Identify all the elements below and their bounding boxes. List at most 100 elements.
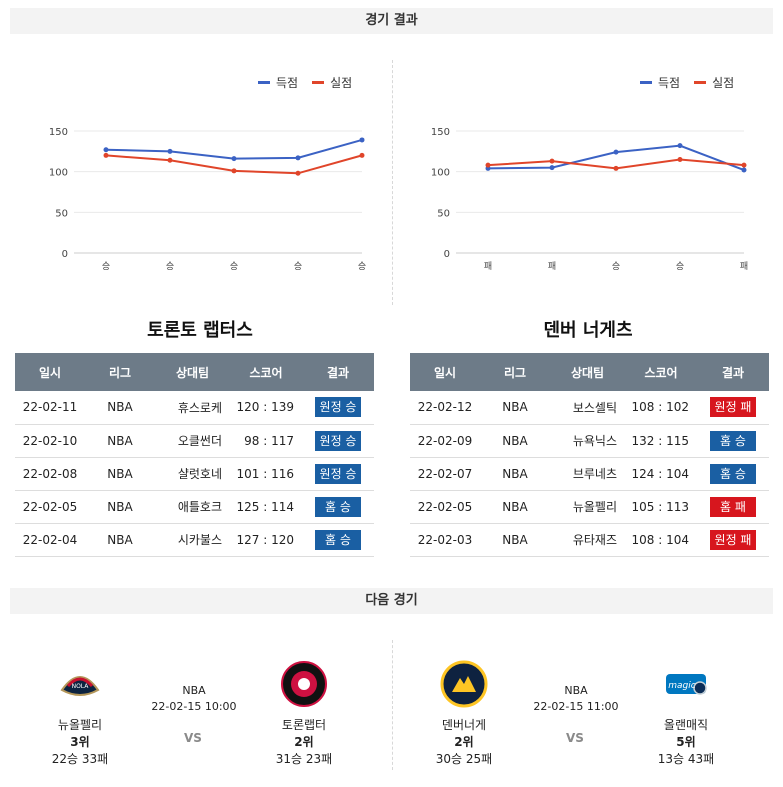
table-header-row: 일시 리그 상대팀 스코어 결과 xyxy=(15,353,374,391)
cell-league: NBA xyxy=(85,457,155,491)
cell-result: 홈 승 xyxy=(697,457,769,491)
cell-score: 105 : 113 xyxy=(625,490,697,524)
cell-date: 22-02-05 xyxy=(410,490,480,524)
x-tick-label: 승 xyxy=(294,261,302,272)
team-name: 토론랩터 xyxy=(281,718,327,732)
cell-result: 홈 패 xyxy=(697,490,769,524)
x-tick-label: 승 xyxy=(358,261,366,272)
team-name: 뉴올펠리 xyxy=(57,718,103,732)
result-badge: 홈 승 xyxy=(710,430,756,451)
svg-text:magic: magic xyxy=(668,681,695,691)
legend-item-scored: 득점 xyxy=(258,74,298,91)
cell-league: NBA xyxy=(480,424,550,458)
col-header-score: 스코어 xyxy=(230,353,302,391)
cell-opponent: 뉴욕닉스 xyxy=(550,424,625,458)
cell-result: 원정 패 xyxy=(697,391,769,425)
legend-swatch-conceded xyxy=(694,81,707,84)
cell-result: 홈 승 xyxy=(302,523,374,557)
cell-date: 22-02-12 xyxy=(410,391,480,425)
data-point[interactable] xyxy=(485,162,491,168)
table-row: 22-02-11 NBA 휴스로케 120 : 139 원정 승 xyxy=(15,391,374,425)
cell-date: 22-02-03 xyxy=(410,523,480,557)
col-header-league: 리그 xyxy=(480,353,550,391)
data-point[interactable] xyxy=(677,156,683,162)
legend-label-scored: 득점 xyxy=(276,76,299,90)
cell-date: 22-02-08 xyxy=(15,457,85,491)
cell-date: 22-02-04 xyxy=(15,523,85,557)
next-game-2-info: NBA 22-02-15 11:00 xyxy=(530,683,622,715)
result-badge: 홈 승 xyxy=(315,529,361,550)
x-tick-label: 패 xyxy=(548,261,556,272)
x-tick-label: 패 xyxy=(484,261,492,272)
team-title-toronto: 토론토 랩터스 xyxy=(147,320,253,341)
raptors-logo-icon xyxy=(280,660,328,708)
data-point[interactable] xyxy=(167,148,173,154)
cell-opponent: 보스셀틱 xyxy=(550,391,625,425)
cell-score: 127 : 120 xyxy=(230,523,302,557)
result-badge: 원정 패 xyxy=(710,397,756,418)
results-table-denver: 일시 리그 상대팀 스코어 결과 22-02-12 NBA 보스셀틱 108 : 10… xyxy=(410,353,769,557)
cell-score: 108 : 102 xyxy=(625,391,697,425)
x-tick-label: 승 xyxy=(612,261,620,272)
game-datetime: 22-02-15 10:00 xyxy=(151,700,237,713)
data-point[interactable] xyxy=(613,149,619,155)
legend-label-scored: 득점 xyxy=(658,76,681,90)
data-point[interactable] xyxy=(741,167,747,173)
data-point[interactable] xyxy=(549,158,555,164)
team-rank: 2위 xyxy=(454,735,474,749)
data-point[interactable] xyxy=(231,168,237,174)
cell-score: 124 : 104 xyxy=(625,457,697,491)
cell-league: NBA xyxy=(85,424,155,458)
cell-result: 원정 승 xyxy=(302,391,374,425)
data-point[interactable] xyxy=(359,137,365,143)
legend-item-scored: 득점 xyxy=(640,74,680,91)
result-badge: 홈 승 xyxy=(710,463,756,484)
data-point[interactable] xyxy=(741,162,747,168)
data-point[interactable] xyxy=(549,165,555,171)
results-table-toronto: 일시 리그 상대팀 스코어 결과 22-02-11 NBA 휴스로케 120 : 13… xyxy=(15,353,374,557)
data-point[interactable] xyxy=(167,157,173,163)
data-point[interactable] xyxy=(295,170,301,176)
data-point[interactable] xyxy=(359,152,365,158)
next-game-1-away-team[interactable]: 토론랩터 2위 31승 23패 xyxy=(264,660,344,767)
data-point[interactable] xyxy=(231,156,237,162)
table-row: 22-02-05 NBA 애틀호크 125 : 114 홈 승 xyxy=(15,490,374,524)
data-point[interactable] xyxy=(677,143,683,149)
cell-score: 108 : 104 xyxy=(625,523,697,557)
table-row: 22-02-07 NBA 브루네츠 124 : 104 홈 승 xyxy=(410,457,769,491)
next-game-1-home-team[interactable]: NOLA 뉴올펠리 3위 22승 33패 xyxy=(40,660,120,767)
y-tick-label: 100 xyxy=(431,168,450,179)
cell-opponent: 샬럿호네 xyxy=(155,457,230,491)
cell-opponent: 뉴올펠리 xyxy=(550,490,625,524)
data-point[interactable] xyxy=(295,155,301,161)
col-header-date: 일시 xyxy=(15,353,85,391)
cell-league: NBA xyxy=(85,391,155,425)
col-header-score: 스코어 xyxy=(625,353,697,391)
team-rank: 3위 xyxy=(70,735,90,749)
legend-swatch-scored xyxy=(258,81,270,84)
cell-score: 120 : 139 xyxy=(230,391,302,425)
svg-text:NOLA: NOLA xyxy=(72,683,90,690)
next-game-2-away-team[interactable]: magic 올랜매직 5위 13승 43패 xyxy=(646,660,726,767)
cell-opponent: 유타재즈 xyxy=(550,523,625,557)
cell-result: 원정 승 xyxy=(302,457,374,491)
cell-league: NBA xyxy=(480,457,550,491)
legend-label-conceded: 실점 xyxy=(712,76,735,90)
cell-opponent: 휴스로케 xyxy=(155,391,230,425)
result-badge: 홈 승 xyxy=(315,496,361,517)
result-badge: 원정 승 xyxy=(315,463,361,484)
y-tick-label: 150 xyxy=(49,127,68,138)
cell-league: NBA xyxy=(480,490,550,524)
cell-opponent: 애틀호크 xyxy=(155,490,230,524)
cell-score: 98 : 117 xyxy=(230,424,302,458)
data-point[interactable] xyxy=(103,152,109,158)
col-header-opponent: 상대팀 xyxy=(155,353,230,391)
data-point[interactable] xyxy=(103,147,109,153)
data-point[interactable] xyxy=(613,165,619,171)
chart-legend-left: 득점 실점 xyxy=(258,74,352,91)
table-row: 22-02-04 NBA 시카불스 127 : 120 홈 승 xyxy=(15,523,374,557)
cell-score: 101 : 116 xyxy=(230,457,302,491)
legend-item-conceded: 실점 xyxy=(312,74,352,91)
x-tick-label: 패 xyxy=(740,261,748,272)
next-game-2-home-team[interactable]: 덴버너게 2위 30승 25패 xyxy=(424,660,504,767)
